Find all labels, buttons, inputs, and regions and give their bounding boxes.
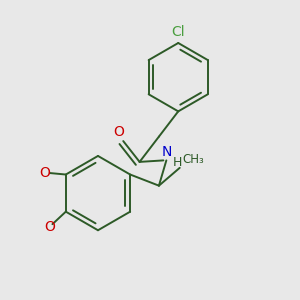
Text: CH₃: CH₃ bbox=[182, 153, 204, 166]
Text: N: N bbox=[161, 145, 172, 159]
Text: H: H bbox=[173, 156, 182, 169]
Text: O: O bbox=[44, 220, 55, 234]
Text: Cl: Cl bbox=[171, 26, 185, 39]
Text: O: O bbox=[114, 125, 124, 139]
Text: O: O bbox=[39, 166, 50, 180]
